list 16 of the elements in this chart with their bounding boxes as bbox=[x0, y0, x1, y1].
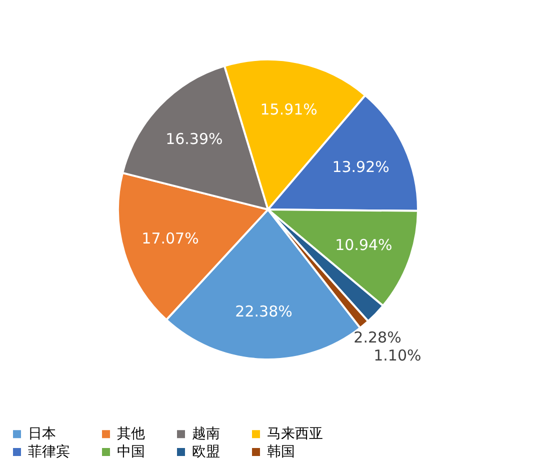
data-label: 16.39% bbox=[166, 130, 223, 148]
data-label: 2.28% bbox=[354, 328, 402, 346]
legend-label: 马来西亚 bbox=[267, 426, 323, 442]
data-label: 17.07% bbox=[142, 230, 199, 248]
legend-label: 日本 bbox=[28, 426, 56, 442]
legend-label: 其他 bbox=[117, 426, 145, 442]
legend-label: 韩国 bbox=[267, 444, 295, 460]
legend-label: 欧盟 bbox=[192, 444, 220, 460]
legend-label: 菲律宾 bbox=[28, 444, 70, 460]
legend-label: 中国 bbox=[117, 444, 145, 460]
data-label: 10.94% bbox=[335, 236, 392, 254]
data-label: 15.91% bbox=[260, 100, 318, 119]
data-label: 1.10% bbox=[374, 346, 422, 364]
legend-label: 越南 bbox=[192, 426, 220, 442]
data-label: 22.38% bbox=[235, 302, 292, 320]
data-label: 13.92% bbox=[332, 158, 390, 176]
